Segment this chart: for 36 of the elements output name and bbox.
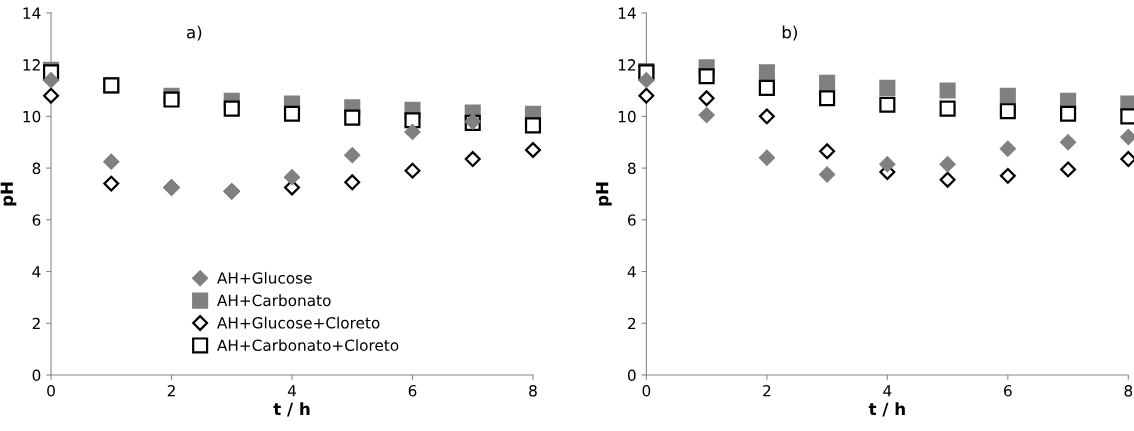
x-tick-label: 8 xyxy=(529,384,537,397)
legend-label: AH+Carbonato xyxy=(217,294,331,307)
y-tick-label: 14 xyxy=(23,7,41,19)
x-axis-title: t / h xyxy=(273,402,310,417)
legend-label: AH+Glucose+Cloreto xyxy=(217,316,380,329)
y-tick-label: 0 xyxy=(627,369,636,381)
y-tick-label: 12 xyxy=(618,59,636,71)
x-axis-title: t / h xyxy=(868,402,905,417)
y-tick-label: 0 xyxy=(32,369,41,381)
y-tick-label: 10 xyxy=(618,110,636,123)
x-tick-label: 8 xyxy=(1124,384,1133,397)
y-tick-label: 14 xyxy=(618,7,636,19)
legend-label: AH+Carbonato+Cloreto xyxy=(217,339,399,352)
annotation: b) xyxy=(782,25,797,41)
legend-label: AH+Glucose xyxy=(217,271,312,284)
y-axis-title: pH xyxy=(0,182,17,206)
x-tick-label: 6 xyxy=(408,384,417,397)
y-tick-label: 2 xyxy=(628,317,636,330)
y-tick-label: 6 xyxy=(628,214,636,226)
y-tick-label: 6 xyxy=(32,214,41,226)
y-axis-title: pH xyxy=(596,182,612,206)
y-tick-label: 10 xyxy=(23,110,41,123)
x-tick-label: 4 xyxy=(287,385,297,397)
x-tick-label: 0 xyxy=(47,384,55,397)
x-tick-label: 2 xyxy=(167,384,175,397)
x-tick-label: 4 xyxy=(883,385,892,397)
y-tick-label: 4 xyxy=(627,266,636,278)
y-tick-label: 8 xyxy=(32,162,41,175)
x-tick-label: 6 xyxy=(1004,384,1012,397)
y-tick-label: 2 xyxy=(32,317,40,330)
x-tick-label: 0 xyxy=(642,384,651,397)
x-tick-label: 2 xyxy=(763,384,771,397)
y-tick-label: 12 xyxy=(23,59,40,71)
y-tick-label: 8 xyxy=(627,162,636,175)
y-tick-label: 4 xyxy=(32,266,41,278)
annotation: a) xyxy=(186,25,202,41)
